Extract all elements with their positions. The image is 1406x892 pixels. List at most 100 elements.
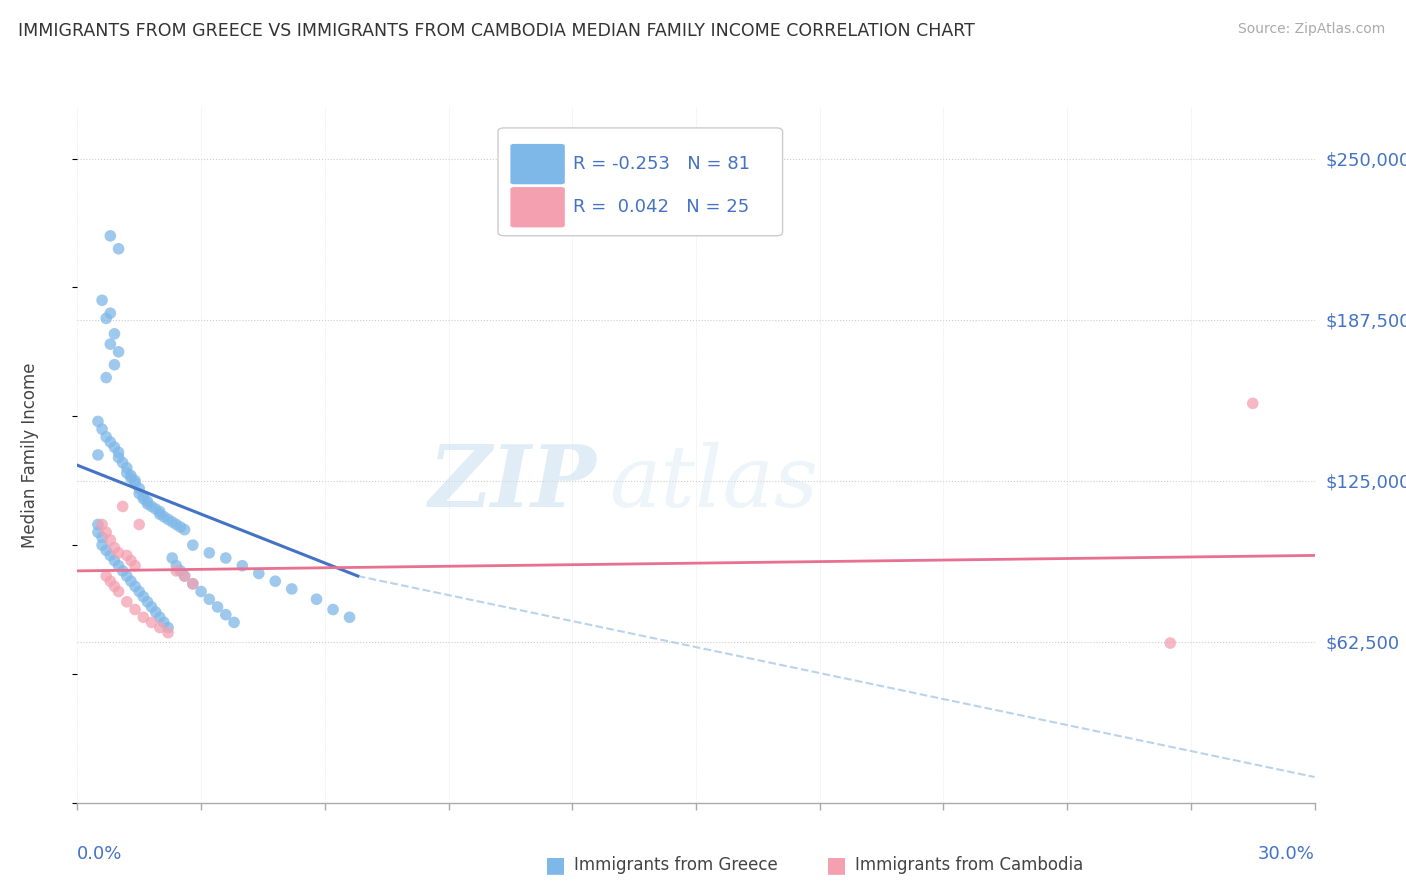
Point: [141, 615, 163, 630]
Point: [222, 615, 245, 630]
Point: [98, 549, 121, 563]
Point: [96, 543, 118, 558]
Point: [165, 564, 187, 578]
Point: [165, 517, 187, 532]
Point: [103, 579, 125, 593]
Point: [107, 242, 129, 256]
Point: [165, 558, 187, 573]
Point: [120, 553, 142, 567]
Point: [181, 576, 204, 591]
Point: [198, 592, 221, 607]
Point: [120, 574, 142, 589]
Point: [115, 549, 138, 563]
Point: [96, 370, 118, 384]
Point: [103, 358, 125, 372]
Point: [169, 520, 191, 534]
Point: [181, 538, 204, 552]
Point: [149, 507, 172, 521]
Point: [111, 500, 134, 514]
Point: [87, 448, 110, 462]
Point: [91, 422, 114, 436]
Point: [111, 564, 134, 578]
Point: [305, 592, 328, 607]
Point: [145, 502, 167, 516]
Point: [136, 494, 159, 508]
Point: [160, 515, 183, 529]
Point: [124, 579, 146, 593]
Point: [98, 228, 121, 243]
Point: [145, 605, 167, 619]
Point: [1241, 396, 1264, 410]
Point: [103, 541, 125, 555]
Point: [98, 533, 121, 547]
Point: [87, 517, 110, 532]
Point: [96, 430, 118, 444]
Point: [115, 466, 138, 480]
Text: R =  0.042   N = 25: R = 0.042 N = 25: [574, 198, 749, 216]
Point: [98, 337, 121, 351]
Point: [157, 512, 180, 526]
Point: [87, 525, 110, 540]
Point: [169, 564, 191, 578]
Text: atlas: atlas: [609, 442, 818, 524]
Point: [207, 599, 229, 614]
Point: [136, 595, 159, 609]
FancyBboxPatch shape: [498, 128, 783, 235]
FancyBboxPatch shape: [510, 144, 565, 185]
Point: [247, 566, 270, 581]
Point: [107, 450, 129, 465]
Point: [103, 326, 125, 341]
Point: [96, 569, 118, 583]
Text: 30.0%: 30.0%: [1258, 845, 1315, 863]
Point: [91, 538, 114, 552]
Point: [173, 523, 195, 537]
Point: [107, 344, 129, 359]
Point: [120, 468, 142, 483]
Point: [96, 525, 118, 540]
Point: [264, 574, 287, 589]
Point: [91, 530, 114, 544]
Point: [160, 551, 183, 566]
Point: [96, 311, 118, 326]
Text: Median Family Income: Median Family Income: [21, 362, 39, 548]
Point: [322, 602, 344, 616]
Point: [124, 476, 146, 491]
Point: [120, 471, 142, 485]
Text: 0.0%: 0.0%: [77, 845, 122, 863]
Text: ■: ■: [546, 855, 565, 875]
Point: [87, 414, 110, 428]
Point: [128, 486, 150, 500]
Point: [157, 621, 180, 635]
Point: [136, 497, 159, 511]
Point: [107, 445, 129, 459]
Point: [103, 553, 125, 567]
Text: ZIP: ZIP: [429, 441, 598, 524]
Point: [141, 599, 163, 614]
FancyBboxPatch shape: [510, 187, 565, 227]
Text: Immigrants from Cambodia: Immigrants from Cambodia: [855, 856, 1083, 874]
Point: [215, 607, 238, 622]
Point: [98, 306, 121, 320]
Text: IMMIGRANTS FROM GREECE VS IMMIGRANTS FROM CAMBODIA MEDIAN FAMILY INCOME CORRELAT: IMMIGRANTS FROM GREECE VS IMMIGRANTS FRO…: [18, 22, 976, 40]
Point: [124, 558, 146, 573]
Point: [149, 505, 172, 519]
Point: [173, 569, 195, 583]
Point: [132, 590, 155, 604]
Text: Source: ZipAtlas.com: Source: ZipAtlas.com: [1237, 22, 1385, 37]
Point: [132, 489, 155, 503]
Text: Immigrants from Greece: Immigrants from Greece: [574, 856, 778, 874]
Point: [98, 435, 121, 450]
Point: [132, 491, 155, 506]
Point: [231, 558, 253, 573]
Point: [103, 440, 125, 454]
Point: [190, 584, 212, 599]
Point: [107, 558, 129, 573]
Point: [132, 610, 155, 624]
Point: [128, 517, 150, 532]
Point: [339, 610, 361, 624]
Point: [141, 500, 163, 514]
Point: [107, 546, 129, 560]
Point: [91, 293, 114, 308]
Point: [1159, 636, 1181, 650]
Point: [115, 460, 138, 475]
